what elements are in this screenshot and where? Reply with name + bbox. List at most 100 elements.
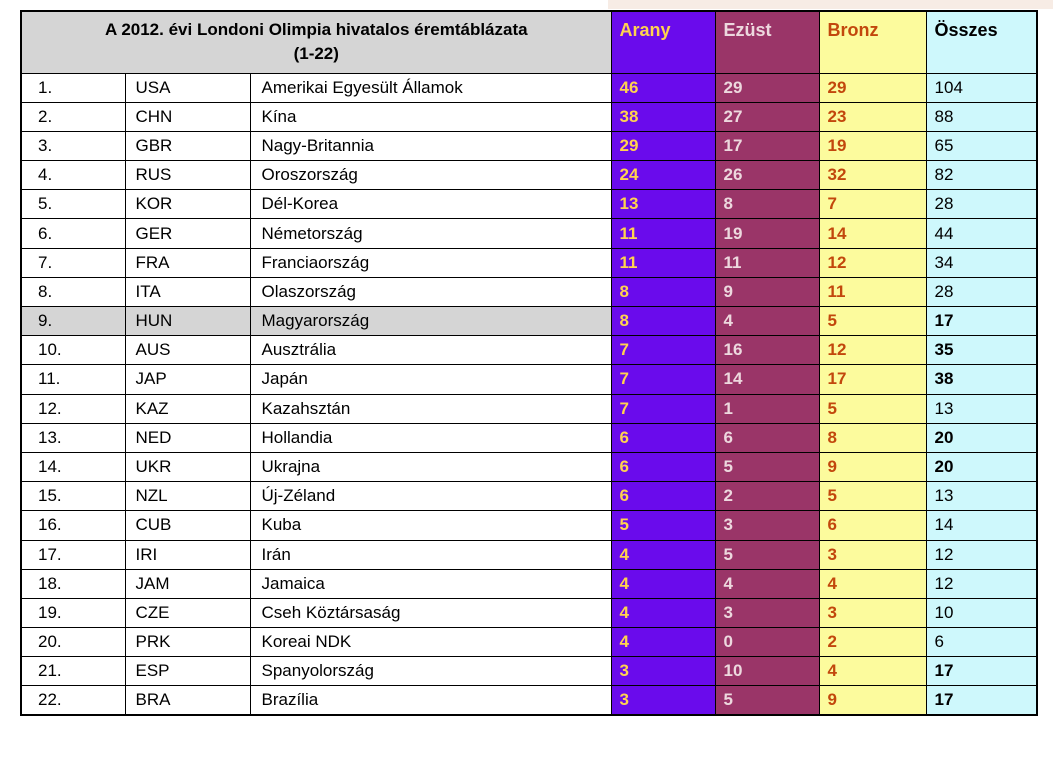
rank-cell: 18. xyxy=(20,568,126,599)
rank-cell: 9. xyxy=(20,305,126,337)
gold-cell: 3 xyxy=(610,685,716,716)
gold-cell: 13 xyxy=(610,189,716,220)
table-row: 14. UKR Ukrajna 6 5 9 20 xyxy=(20,451,1038,483)
country-name-cell: Hollandia xyxy=(249,422,612,453)
rank-cell: 8. xyxy=(20,276,126,308)
country-code-cell: ESP xyxy=(124,656,251,687)
gold-cell: 7 xyxy=(610,393,716,424)
country-code-cell: RUS xyxy=(124,160,251,191)
bronze-cell: 12 xyxy=(818,335,927,366)
rank-cell: 15. xyxy=(20,481,126,512)
country-code-cell: BRA xyxy=(124,685,251,716)
bronze-cell: 3 xyxy=(818,539,927,570)
gold-cell: 6 xyxy=(610,481,716,512)
table-row: 15. NZL Új-Zéland 6 2 5 13 xyxy=(20,481,1038,512)
table-row: 5. KOR Dél-Korea 13 8 7 28 xyxy=(20,189,1038,220)
country-name-cell: Koreai NDK xyxy=(249,627,612,658)
silver-cell: 5 xyxy=(714,451,820,483)
bronze-cell: 5 xyxy=(818,481,927,512)
country-name-cell: Új-Zéland xyxy=(249,481,612,512)
country-name-cell: Magyarország xyxy=(249,305,612,337)
country-code-cell: NED xyxy=(124,422,251,453)
country-code-cell: GBR xyxy=(124,130,251,162)
country-code-cell: CZE xyxy=(124,597,251,629)
table-row: 2. CHN Kína 38 27 23 88 xyxy=(20,101,1038,132)
total-cell: 44 xyxy=(925,218,1038,249)
country-name-cell: Kazahsztán xyxy=(249,393,612,424)
silver-cell: 11 xyxy=(714,247,820,278)
table-row: 16. CUB Kuba 5 3 6 14 xyxy=(20,510,1038,541)
medal-table: A 2012. évi Londoni Olimpia hivatalos ér… xyxy=(20,10,1039,717)
total-cell: 6 xyxy=(925,627,1038,658)
gold-cell: 8 xyxy=(610,276,716,308)
total-cell: 88 xyxy=(925,101,1038,132)
bronze-cell: 5 xyxy=(818,393,927,424)
gold-cell: 11 xyxy=(610,247,716,278)
silver-cell: 16 xyxy=(714,335,820,366)
column-header-silver: Ezüst xyxy=(714,10,820,74)
gold-cell: 4 xyxy=(610,627,716,658)
gold-cell: 38 xyxy=(610,101,716,132)
country-code-cell: IRI xyxy=(124,539,251,570)
country-code-cell: CHN xyxy=(124,101,251,132)
total-cell: 28 xyxy=(925,276,1038,308)
silver-cell: 5 xyxy=(714,539,820,570)
total-cell: 35 xyxy=(925,335,1038,366)
silver-cell: 5 xyxy=(714,685,820,716)
rank-cell: 22. xyxy=(20,685,126,716)
silver-cell: 4 xyxy=(714,568,820,599)
country-name-cell: Dél-Korea xyxy=(249,189,612,220)
country-code-cell: PRK xyxy=(124,627,251,658)
gold-cell: 46 xyxy=(610,72,716,103)
silver-cell: 19 xyxy=(714,218,820,249)
rank-cell: 3. xyxy=(20,130,126,162)
rank-cell: 13. xyxy=(20,422,126,453)
country-code-cell: KOR xyxy=(124,189,251,220)
silver-cell: 6 xyxy=(714,422,820,453)
bronze-cell: 9 xyxy=(818,685,927,716)
rank-cell: 19. xyxy=(20,597,126,629)
country-name-cell: Spanyolország xyxy=(249,656,612,687)
rank-cell: 12. xyxy=(20,393,126,424)
rank-cell: 4. xyxy=(20,160,126,191)
country-name-cell: Japán xyxy=(249,364,612,395)
total-cell: 13 xyxy=(925,481,1038,512)
table-row: 22. BRA Brazília 3 5 9 17 xyxy=(20,685,1038,716)
total-cell: 20 xyxy=(925,422,1038,453)
country-name-cell: Olaszország xyxy=(249,276,612,308)
table-row: 21. ESP Spanyolország 3 10 4 17 xyxy=(20,656,1038,687)
country-name-cell: Ausztrália xyxy=(249,335,612,366)
country-name-cell: Németország xyxy=(249,218,612,249)
country-name-cell: Cseh Köztársaság xyxy=(249,597,612,629)
rank-cell: 10. xyxy=(20,335,126,366)
silver-cell: 27 xyxy=(714,101,820,132)
rank-cell: 1. xyxy=(20,72,126,103)
table-row: 10. AUS Ausztrália 7 16 12 35 xyxy=(20,335,1038,366)
table-row: 3. GBR Nagy-Britannia 29 17 19 65 xyxy=(20,130,1038,162)
total-cell: 10 xyxy=(925,597,1038,629)
gold-cell: 3 xyxy=(610,656,716,687)
country-code-cell: ITA xyxy=(124,276,251,308)
country-name-cell: Nagy-Britannia xyxy=(249,130,612,162)
bronze-cell: 14 xyxy=(818,218,927,249)
total-cell: 82 xyxy=(925,160,1038,191)
silver-cell: 26 xyxy=(714,160,820,191)
table-title-line2: (1-22) xyxy=(293,44,339,64)
gold-cell: 24 xyxy=(610,160,716,191)
country-name-cell: Kína xyxy=(249,101,612,132)
country-code-cell: FRA xyxy=(124,247,251,278)
bronze-cell: 23 xyxy=(818,101,927,132)
gold-cell: 6 xyxy=(610,422,716,453)
total-cell: 65 xyxy=(925,130,1038,162)
bronze-cell: 32 xyxy=(818,160,927,191)
country-name-cell: Jamaica xyxy=(249,568,612,599)
bronze-cell: 7 xyxy=(818,189,927,220)
table-row: 19. CZE Cseh Köztársaság 4 3 3 10 xyxy=(20,597,1038,629)
table-row: 18. JAM Jamaica 4 4 4 12 xyxy=(20,568,1038,599)
table-row: 13. NED Hollandia 6 6 8 20 xyxy=(20,422,1038,453)
total-cell: 20 xyxy=(925,451,1038,483)
silver-cell: 17 xyxy=(714,130,820,162)
country-code-cell: GER xyxy=(124,218,251,249)
gold-cell: 4 xyxy=(610,597,716,629)
